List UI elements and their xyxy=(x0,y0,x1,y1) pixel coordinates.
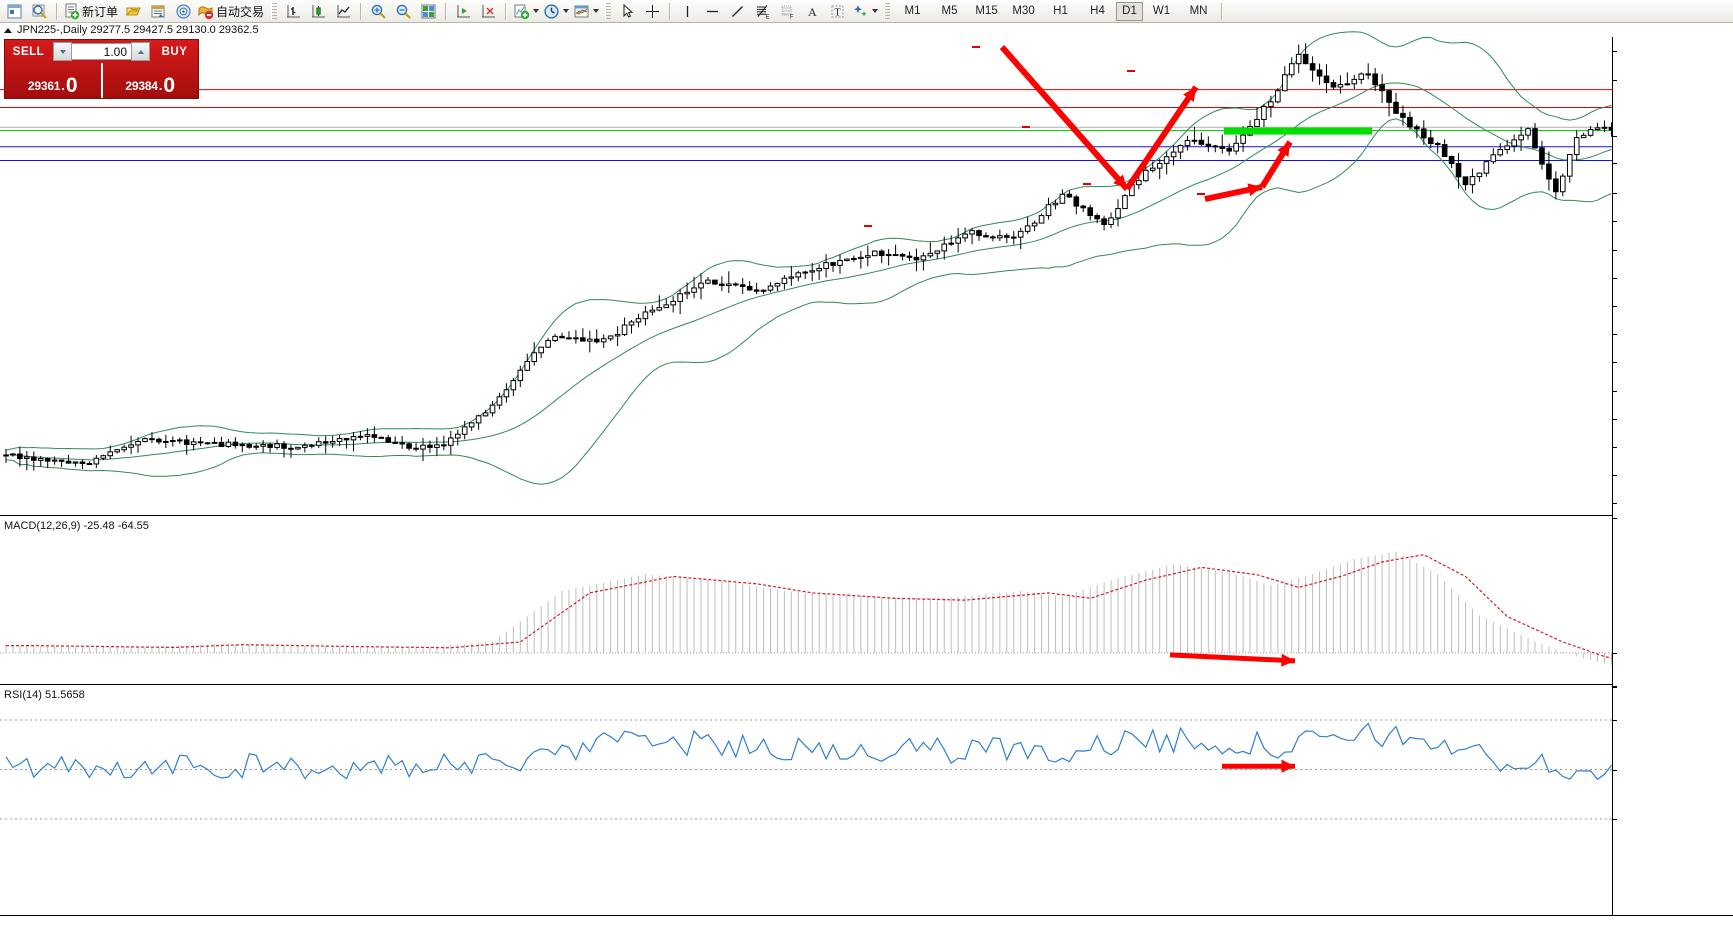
bar-chart-icon[interactable] xyxy=(281,1,306,22)
templates-icon[interactable] xyxy=(571,1,601,22)
time-scale[interactable] xyxy=(0,915,1733,944)
zoom-out-icon[interactable] xyxy=(391,1,416,22)
volume-input[interactable]: 1.00 xyxy=(72,43,131,60)
sell-price-separator: . xyxy=(61,78,65,93)
price-chart-canvas xyxy=(0,31,1615,485)
price-annotation[interactable] xyxy=(1127,70,1135,72)
timeframe-mn[interactable]: MN xyxy=(1189,5,1208,17)
crosshair-icon[interactable] xyxy=(640,1,665,22)
navigator-icon[interactable] xyxy=(171,1,196,22)
line-chart-icon[interactable] xyxy=(331,1,356,22)
timeframe-h1[interactable]: H1 xyxy=(1053,5,1068,17)
buy-label[interactable]: BUY xyxy=(161,45,188,58)
data-window-icon[interactable] xyxy=(146,1,171,22)
vertical-line-icon[interactable] xyxy=(675,1,700,22)
svg-text:T: T xyxy=(835,7,841,18)
main-toolbar: 新订单 自动交易 xyxy=(0,0,1733,23)
zoom-in-icon[interactable] xyxy=(366,1,391,22)
price-annotation[interactable] xyxy=(864,225,872,227)
channel-icon[interactable]: F xyxy=(775,1,800,22)
sell-price-integer: 29361 xyxy=(27,79,61,93)
market-watch-icon[interactable] xyxy=(27,1,52,22)
periods-icon[interactable] xyxy=(541,1,571,22)
candlestick-chart-icon[interactable] xyxy=(306,1,331,22)
sell-price-decimal: 0 xyxy=(65,74,78,98)
chevron-down-icon[interactable] xyxy=(533,9,540,13)
macd-label: MACD(12,26,9) -25.48 -64.55 xyxy=(4,520,149,532)
toolbar-grip-2[interactable] xyxy=(605,2,612,20)
toolbar-separator-3 xyxy=(445,2,448,20)
sell-label[interactable]: SELL xyxy=(12,45,45,58)
svg-text:E: E xyxy=(766,14,770,20)
toolbar-separator-6 xyxy=(1221,2,1224,20)
data-folder-icon[interactable] xyxy=(121,1,146,22)
rsi-pane[interactable]: RSI(14) 51.5658 xyxy=(0,687,1612,852)
svg-text:A: A xyxy=(808,5,817,19)
text-icon[interactable]: T xyxy=(825,1,850,22)
trendline-icon[interactable] xyxy=(725,1,750,22)
chart-container[interactable]: MACD(12,26,9) -25.48 -64.55 RSI(14) 51.5… xyxy=(0,31,1733,915)
indicators-icon[interactable] xyxy=(511,1,541,22)
chevron-down-icon[interactable] xyxy=(872,9,879,13)
auto-trading-button[interactable]: 自动交易 xyxy=(196,1,267,22)
price-annotation[interactable] xyxy=(972,46,980,48)
buy-button[interactable]: 29384 . 0 xyxy=(103,63,199,98)
toolbar-separator-5 xyxy=(669,2,672,20)
price-annotation[interactable] xyxy=(1022,126,1030,128)
timeframe-m1[interactable]: M1 xyxy=(904,5,921,17)
timeframe-group: M1 M5 M15 M30 H1 H4 D1 W1 MN xyxy=(894,1,1217,21)
price-pane[interactable] xyxy=(0,31,1615,517)
auto-trading-label: 自动交易 xyxy=(216,4,265,19)
rsi-chart-canvas xyxy=(0,719,1612,820)
one-click-trading-panel: SELL 1.00 BUY 29361 . 0 29384 . 0 xyxy=(4,39,199,99)
volume-decrease-button[interactable] xyxy=(53,42,72,61)
chevron-down-icon[interactable] xyxy=(593,9,600,13)
symbol-info-bar: JPN225-,Daily 29277.5 29427.5 29130.0 29… xyxy=(0,23,1733,37)
shift-chart-icon[interactable] xyxy=(451,1,476,22)
shapes-icon[interactable] xyxy=(850,1,880,22)
symbol-ohlc-label: JPN225-,Daily 29277.5 29427.5 29130.0 29… xyxy=(17,24,259,36)
fibonacci-icon[interactable]: E xyxy=(750,1,775,22)
svg-text:F: F xyxy=(790,14,794,20)
cursor-icon[interactable] xyxy=(615,1,640,22)
timeframe-m15[interactable]: M15 xyxy=(975,5,998,17)
macd-chart-canvas xyxy=(0,551,1612,667)
timeframe-h4[interactable]: H4 xyxy=(1090,5,1105,17)
volume-increase-button[interactable] xyxy=(131,42,150,61)
price-annotation[interactable] xyxy=(1197,193,1205,195)
sell-button[interactable]: 29361 . 0 xyxy=(5,63,103,98)
buy-price-separator: . xyxy=(158,78,163,93)
autoscroll-icon[interactable] xyxy=(476,1,501,22)
new-order-label: 新订单 xyxy=(82,4,119,19)
timeframe-m30[interactable]: M30 xyxy=(1012,5,1035,17)
timeframe-m5[interactable]: M5 xyxy=(941,5,958,17)
toolbar-separator xyxy=(56,2,58,20)
chevron-down-icon[interactable] xyxy=(563,9,570,13)
collapse-triangle-icon[interactable] xyxy=(4,27,12,33)
price-annotation[interactable] xyxy=(1083,183,1091,185)
toolbar-grip-3[interactable] xyxy=(884,2,891,20)
toolbar-separator-2 xyxy=(360,2,363,20)
macd-pane[interactable]: MACD(12,26,9) -25.48 -64.55 xyxy=(0,518,1612,686)
buy-price-decimal: 0 xyxy=(163,74,176,98)
tile-windows-icon[interactable] xyxy=(416,1,441,22)
trade-panel-top-row: SELL 1.00 BUY xyxy=(5,40,198,63)
toolbar-separator-4 xyxy=(505,2,508,20)
timeframe-d1[interactable]: D1 xyxy=(1116,1,1144,21)
buy-price-integer: 29384 xyxy=(125,79,158,93)
new-order-button[interactable]: 新订单 xyxy=(62,1,121,22)
toolbar-grip[interactable] xyxy=(271,2,278,20)
timeframe-w1[interactable]: W1 xyxy=(1152,5,1171,17)
trade-panel-prices: 29361 . 0 29384 . 0 xyxy=(5,63,198,98)
terminal-icon[interactable] xyxy=(2,1,27,22)
price-scale[interactable] xyxy=(1612,37,1733,915)
volume-stepper: 1.00 xyxy=(53,42,150,61)
horizontal-line-icon[interactable] xyxy=(700,1,725,22)
rsi-label: RSI(14) 51.5658 xyxy=(4,689,85,701)
text-label-icon[interactable]: A xyxy=(800,1,825,22)
